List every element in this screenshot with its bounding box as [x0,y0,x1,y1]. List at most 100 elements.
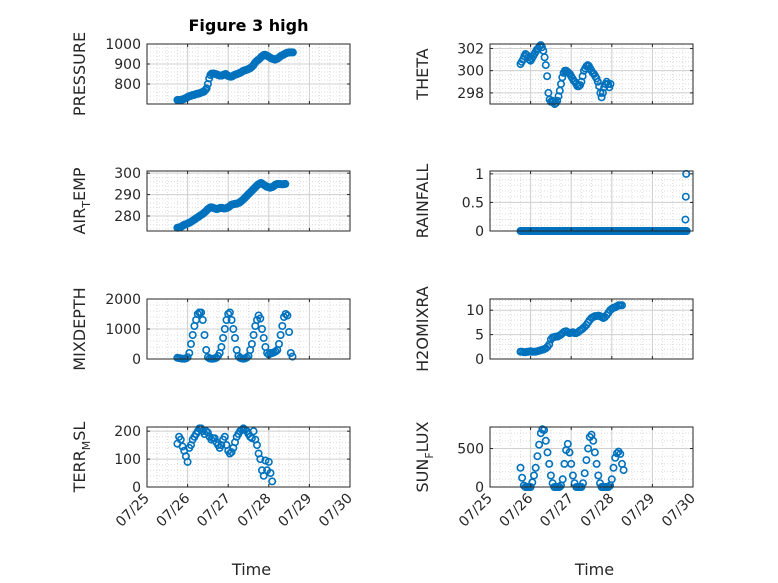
data-point [543,448,552,457]
y-tick-label: 200 [114,424,141,440]
y-tick-label: 280 [114,209,141,225]
data-point [220,324,229,333]
axes-terr_msl: 0 100 200 07/25 07/26 07/27 07/28 07/29 07/30 TER… [70,422,356,579]
data-point [611,453,620,462]
y-axis-label: H2OMIXRA [413,286,432,372]
data-point [681,192,690,201]
data-point [582,456,591,465]
data-point [188,330,197,339]
data-point [225,308,234,317]
data-point [176,435,185,444]
data-point [617,301,626,310]
data-point [584,444,593,453]
data-point [597,93,606,102]
data-point [563,439,572,448]
y-tick-label: 0 [132,480,141,496]
axes-rainfall: 0 0.5 1 RAINFALL [413,164,694,240]
data-point [256,314,265,323]
data-point [249,427,258,436]
data-point [535,440,544,449]
axes-frame [146,170,351,232]
data-point [518,473,527,482]
data-point [288,352,297,361]
data-point [200,330,209,339]
data-point [543,72,552,81]
data-point [229,324,238,333]
axes-frame [146,43,351,105]
data-point [540,53,549,62]
data-point [596,88,605,97]
x-tick-label: 07/30 [316,491,356,531]
data-point [187,339,196,348]
x-tick-label: 07/26 [497,490,537,530]
data-point [288,48,297,57]
data-point [183,457,192,466]
data-point [681,215,690,224]
data-point [619,466,628,475]
data-point [565,448,574,457]
data-point [220,432,229,441]
axes-frame [489,298,694,360]
data-point [271,347,280,356]
data-point [227,315,236,324]
data-point [558,73,567,82]
data-point [242,353,251,362]
data-point [533,452,542,461]
data-point [278,321,287,330]
x-tick-label: 07/29 [618,491,658,531]
data-point [531,463,540,472]
data-point [567,459,576,468]
x-tick-label: 07/25 [456,491,496,531]
y-tick-label: 10 [466,303,484,319]
y-tick-label: 100 [114,452,141,468]
y-axis-label: TERRMSL [70,422,93,494]
data-point [545,340,554,349]
x-tick-label: 07/30 [659,491,699,531]
y-tick-label: 0.5 [462,195,484,211]
data-point [616,449,625,458]
data-point [225,449,234,458]
data-point [268,477,277,486]
y-tick-label: 500 [457,442,484,458]
data-point [568,471,577,480]
data-point [285,327,294,336]
data-point [264,457,273,466]
y-axis-label: AIRTEMP [70,167,93,234]
data-point [185,348,194,357]
data-point [210,434,219,443]
data-point [253,441,262,450]
data-point [578,479,587,488]
data-point [558,475,567,484]
x-tick-label: 07/25 [113,491,153,531]
data-point [197,308,206,317]
y-axis-label: SUNFLUX [413,421,436,492]
data-point [541,61,550,70]
axes-h2omixra: 0 5 10 H2OMIXRA [413,286,694,372]
y-tick-label: 1000 [105,322,141,338]
axes-frame [489,170,694,232]
data-point [203,428,212,437]
y-tick-label: 0 [132,352,141,368]
data-point [283,311,292,320]
data-point [528,478,537,487]
data-point [259,471,268,480]
y-tick-label: 300 [457,64,484,80]
axes-frame [146,426,351,488]
data-point [607,475,616,484]
data-point [257,324,266,333]
axes-mixdepth: 0 1000 2000 MIXDEPTH [70,287,351,371]
y-tick-label: 1 [475,167,484,183]
data-point [541,436,550,445]
data-point [259,333,268,342]
data-point [198,315,207,324]
x-tick-label: 07/26 [154,490,194,530]
data-point [256,455,265,464]
data-point [589,436,598,445]
data-point [546,471,555,480]
y-axis-label: MIXDEPTH [70,287,89,370]
x-axis-label: Time [231,560,271,579]
y-axis-label: PRESSURE [70,32,89,116]
y-tick-label: 0 [475,480,484,496]
y-tick-label: 5 [475,328,484,344]
